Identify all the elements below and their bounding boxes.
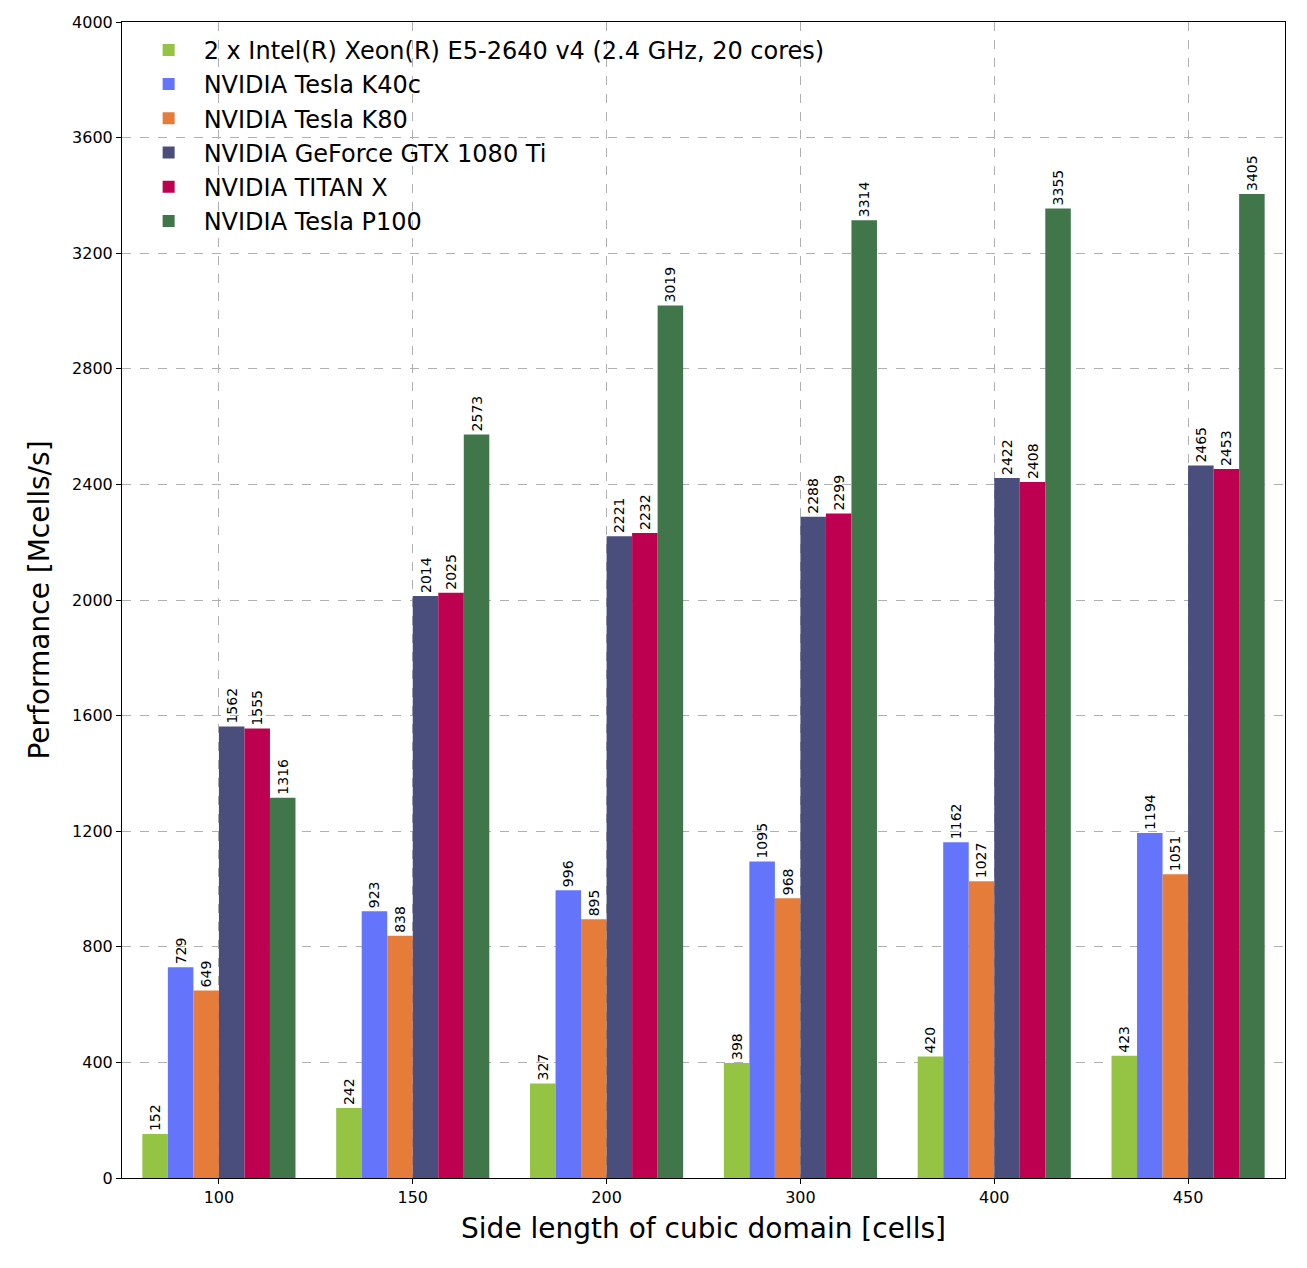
svg-text:649: 649 (198, 961, 214, 988)
svg-text:100: 100 (204, 1188, 235, 1207)
svg-text:2025: 2025 (443, 554, 459, 590)
svg-text:838: 838 (392, 906, 408, 933)
svg-text:2408: 2408 (1025, 443, 1041, 479)
svg-text:1562: 1562 (224, 688, 240, 724)
svg-text:Side length of cubic domain [c: Side length of cubic domain [cells] (461, 1212, 946, 1245)
svg-text:NVIDIA Tesla P100: NVIDIA Tesla P100 (204, 208, 422, 236)
svg-text:1095: 1095 (754, 823, 770, 859)
svg-text:NVIDIA Tesla K40c: NVIDIA Tesla K40c (204, 71, 421, 99)
svg-text:2800: 2800 (72, 359, 113, 378)
svg-text:2221: 2221 (611, 497, 627, 533)
svg-text:450: 450 (1173, 1188, 1204, 1207)
svg-text:729: 729 (173, 938, 189, 965)
svg-text:3314: 3314 (856, 182, 872, 218)
svg-text:2000: 2000 (72, 591, 113, 610)
svg-text:2 x Intel(R) Xeon(R) E5-2640 v: 2 x Intel(R) Xeon(R) E5-2640 v4 (2.4 GHz… (204, 37, 825, 65)
svg-text:NVIDIA Tesla K80: NVIDIA Tesla K80 (204, 106, 408, 134)
svg-text:4000: 4000 (72, 13, 113, 32)
svg-text:242: 242 (341, 1078, 357, 1105)
svg-text:2299: 2299 (831, 475, 847, 511)
svg-text:300: 300 (785, 1188, 816, 1207)
svg-text:1027: 1027 (973, 843, 989, 879)
svg-text:420: 420 (922, 1027, 938, 1054)
svg-text:400: 400 (82, 1053, 113, 1072)
svg-text:3200: 3200 (72, 244, 113, 263)
svg-text:2453: 2453 (1218, 430, 1234, 466)
svg-text:2422: 2422 (999, 439, 1015, 475)
svg-text:3355: 3355 (1050, 170, 1066, 206)
svg-text:423: 423 (1116, 1026, 1132, 1053)
svg-text:1200: 1200 (72, 822, 113, 841)
svg-text:968: 968 (780, 869, 796, 896)
svg-text:400: 400 (979, 1188, 1010, 1207)
svg-text:800: 800 (82, 937, 113, 956)
svg-text:Performance [Mcells/s]: Performance [Mcells/s] (23, 440, 56, 759)
svg-text:2232: 2232 (637, 494, 653, 530)
svg-text:NVIDIA GeForce GTX 1080 Ti: NVIDIA GeForce GTX 1080 Ti (204, 140, 547, 168)
svg-text:2014: 2014 (418, 557, 434, 593)
svg-text:150: 150 (397, 1188, 428, 1207)
svg-text:996: 996 (560, 860, 576, 887)
svg-text:3600: 3600 (72, 128, 113, 147)
svg-text:3019: 3019 (662, 267, 678, 303)
svg-text:2400: 2400 (72, 475, 113, 494)
svg-text:1316: 1316 (275, 759, 291, 795)
svg-text:1555: 1555 (249, 690, 265, 726)
svg-text:2573: 2573 (469, 396, 485, 432)
svg-text:152: 152 (147, 1104, 163, 1131)
svg-text:1162: 1162 (948, 804, 964, 840)
svg-text:1051: 1051 (1167, 836, 1183, 872)
svg-text:200: 200 (591, 1188, 622, 1207)
svg-text:1194: 1194 (1142, 794, 1158, 830)
svg-text:398: 398 (729, 1033, 745, 1060)
svg-text:2288: 2288 (805, 478, 821, 514)
svg-text:2465: 2465 (1193, 427, 1209, 463)
svg-text:NVIDIA TITAN X: NVIDIA TITAN X (204, 174, 388, 202)
svg-text:3405: 3405 (1244, 155, 1260, 191)
svg-text:923: 923 (366, 882, 382, 909)
svg-text:1600: 1600 (72, 706, 113, 725)
svg-text:327: 327 (535, 1054, 551, 1081)
svg-text:0: 0 (103, 1169, 113, 1188)
svg-text:895: 895 (586, 890, 602, 917)
